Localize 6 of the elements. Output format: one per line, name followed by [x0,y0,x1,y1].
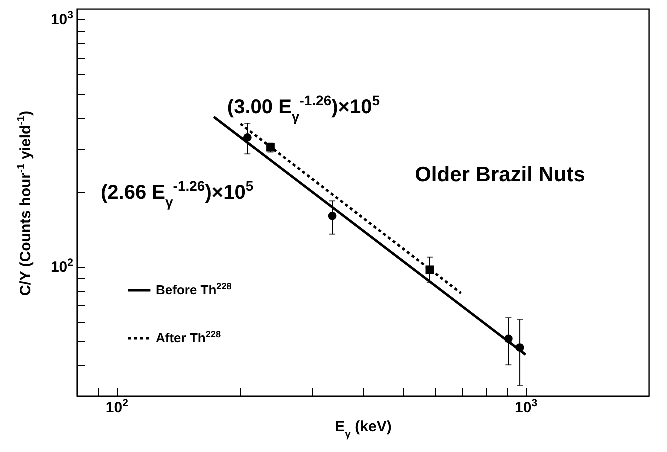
x-axis-title: E$_{γ}$ (keV) [335,418,392,440]
annotation: Older Brazil Nuts [415,163,586,186]
annotation: (2.66 E$_{γ}$$^{-1.26}$)×10$^{5}$ [101,178,254,210]
legend-label: After Th$^{228}$ [156,330,222,346]
legend-label: Before Th$^{228}$ [156,282,232,298]
annotation: (3.00 E$_{γ}$$^{-1.26}$)×10$^{5}$ [227,92,380,125]
